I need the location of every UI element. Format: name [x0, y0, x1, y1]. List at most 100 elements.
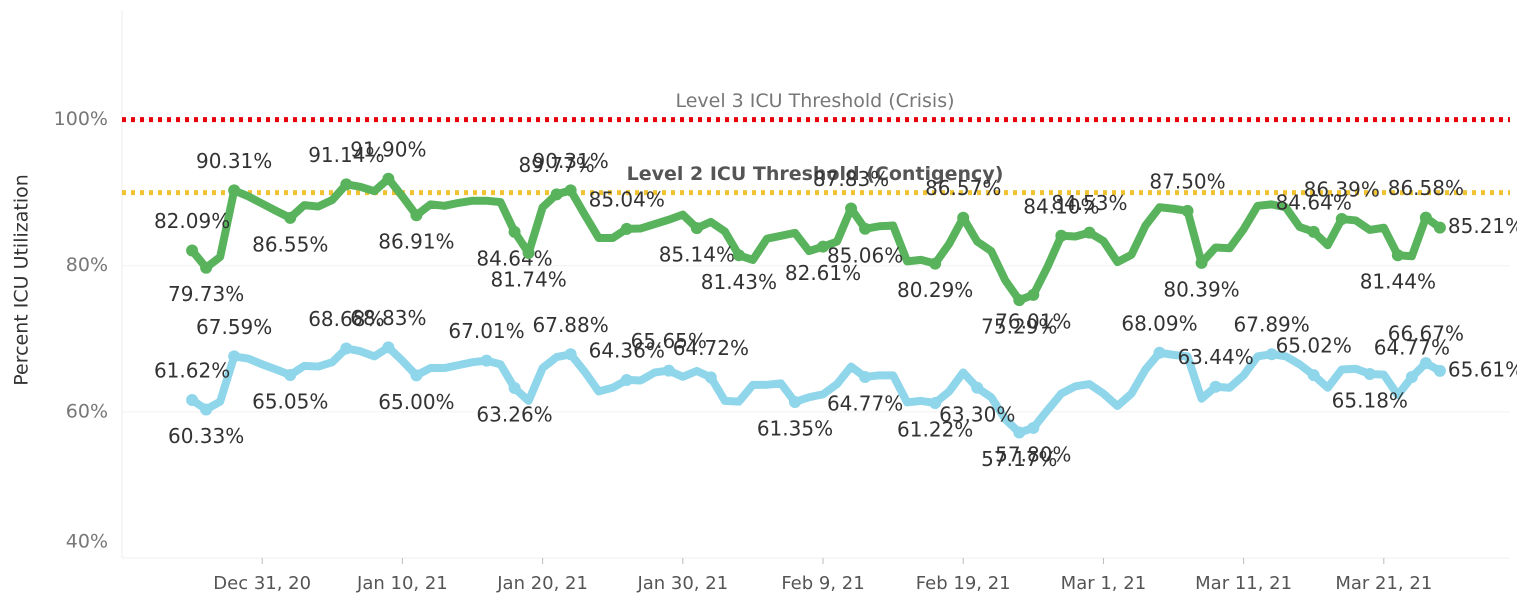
point	[1013, 294, 1026, 307]
data-label: 86.58%	[1388, 176, 1464, 200]
data-label: 64.72%	[673, 336, 749, 360]
x-tick-label: Jan 30, 21	[636, 573, 728, 594]
data-label: 87.83%	[813, 167, 889, 191]
point	[690, 222, 703, 235]
data-label: 66.67%	[1388, 322, 1464, 346]
data-label: 76.01%	[995, 309, 1071, 333]
data-label: 63.26%	[476, 403, 552, 427]
data-label: 85.04%	[589, 187, 665, 211]
series-line	[188, 174, 1444, 305]
data-label: 91.90%	[350, 137, 426, 161]
data-label: 84.64%	[476, 246, 552, 270]
data-label: 57.80%	[995, 442, 1071, 466]
data-label: 81.44%	[1360, 270, 1436, 294]
point	[508, 382, 521, 395]
data-label: 84.10%	[1023, 194, 1099, 218]
data-label: 90.31%	[533, 149, 609, 173]
point	[620, 222, 633, 235]
data-label: 60.33%	[168, 424, 244, 448]
point	[704, 371, 717, 384]
point	[410, 209, 423, 222]
data-label: 64.36%	[589, 339, 665, 363]
point	[1013, 426, 1026, 439]
point	[550, 188, 563, 201]
data-label: 64.77%	[1374, 336, 1450, 360]
y-tick-label: 80%	[66, 254, 108, 276]
point	[1433, 364, 1446, 377]
point	[382, 341, 395, 354]
data-label: 67.59%	[196, 315, 272, 339]
point	[508, 225, 521, 238]
data-label: 63.30%	[939, 402, 1015, 426]
data-label: 65.65%	[631, 329, 707, 353]
x-tick-label: Mar 11, 21	[1195, 573, 1292, 594]
point	[859, 371, 872, 384]
point	[564, 348, 577, 361]
data-label: 61.35%	[757, 417, 833, 441]
point	[1083, 226, 1096, 239]
data-label: 85.14%	[659, 243, 735, 267]
point	[1335, 213, 1348, 226]
data-label: 86.39%	[1304, 178, 1380, 202]
point	[845, 202, 858, 215]
point	[817, 240, 830, 253]
point	[1405, 371, 1418, 384]
point	[1307, 369, 1320, 382]
data-label: 57.17%	[981, 447, 1057, 471]
data-label: 80.39%	[1163, 277, 1239, 301]
data-label: 68.68%	[308, 307, 384, 331]
point	[564, 184, 577, 197]
point	[1419, 357, 1432, 370]
data-label: 90.31%	[196, 149, 272, 173]
point	[340, 178, 353, 191]
point	[1195, 256, 1208, 269]
data-label: 68.09%	[1121, 311, 1197, 335]
x-tick-label: Feb 9, 21	[781, 573, 864, 594]
point	[1181, 204, 1194, 217]
data-label: 75.29%	[981, 315, 1057, 339]
point	[410, 369, 423, 382]
data-label: 65.02%	[1276, 334, 1352, 358]
point	[929, 257, 942, 270]
x-tick-label: Feb 19, 21	[916, 573, 1011, 594]
point	[200, 403, 213, 416]
point	[620, 374, 633, 387]
x-tick-label: Dec 31, 20	[213, 573, 311, 594]
point	[1391, 249, 1404, 262]
data-label: 87.50%	[1149, 169, 1225, 193]
point	[340, 342, 353, 355]
data-label: 81.43%	[701, 270, 777, 294]
point	[1419, 211, 1432, 224]
point	[1363, 368, 1376, 381]
data-label: 68.83%	[350, 306, 426, 330]
x-tick-label: Mar 1, 21	[1061, 573, 1146, 594]
data-label: 65.18%	[1332, 389, 1408, 413]
y-tick-label: 40%	[66, 531, 108, 553]
data-label: 82.61%	[785, 261, 861, 285]
data-label: 67.88%	[533, 313, 609, 337]
data-label: 82.09%	[154, 209, 230, 233]
point	[859, 222, 872, 235]
data-label: 91.14%	[308, 143, 384, 167]
threshold-label: Level 3 ICU Threshold (Crisis)	[675, 90, 954, 112]
data-label: 86.91%	[378, 230, 454, 254]
point	[1209, 380, 1222, 393]
data-label: 63.44%	[1177, 345, 1253, 369]
point	[732, 249, 745, 262]
data-label: 61.22%	[897, 417, 973, 441]
point	[1433, 221, 1446, 234]
data-label: 85.06%	[827, 243, 903, 267]
point	[1265, 348, 1278, 361]
data-label: 65.00%	[378, 390, 454, 414]
point	[1027, 421, 1040, 434]
point	[480, 354, 493, 367]
data-label: 80.29%	[897, 278, 973, 302]
x-tick-label: Mar 21, 21	[1335, 573, 1432, 594]
x-tick-label: Jan 10, 21	[356, 573, 448, 594]
point	[186, 394, 199, 407]
data-label: 64.77%	[827, 392, 903, 416]
y-tick-label: 60%	[66, 400, 108, 422]
point	[284, 211, 297, 224]
point	[200, 261, 213, 274]
